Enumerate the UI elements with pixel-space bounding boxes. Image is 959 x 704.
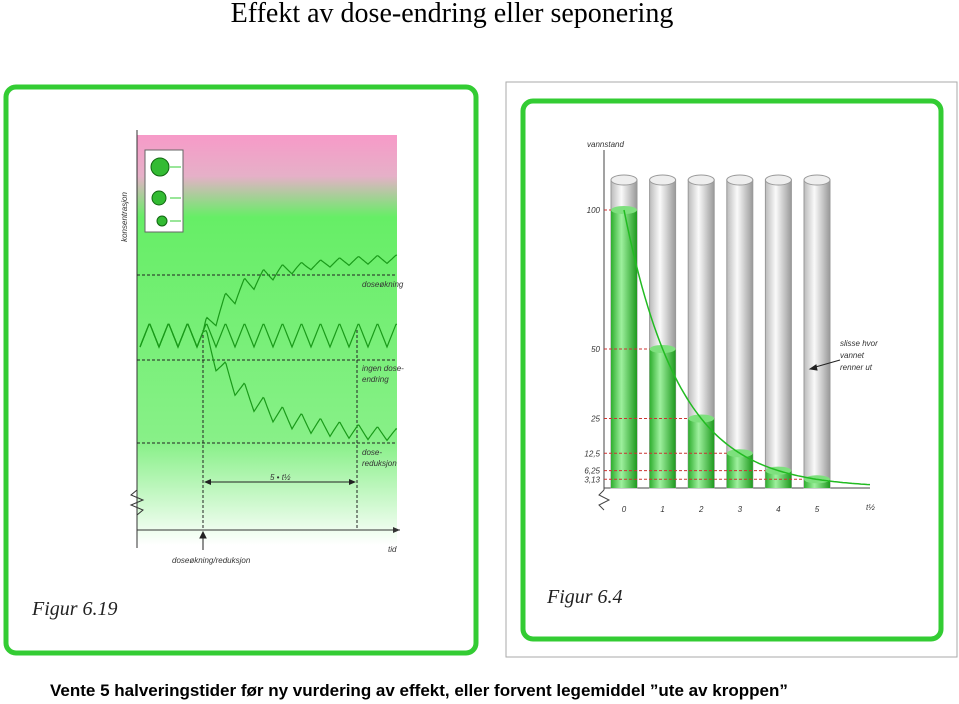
left-frame bbox=[3, 84, 479, 656]
x-tick-label: 2 bbox=[698, 505, 704, 514]
right-frame bbox=[520, 98, 944, 642]
curve-down bbox=[139, 323, 398, 442]
annotation: slisse hvor bbox=[840, 339, 878, 348]
y-tick-label: 50 bbox=[591, 345, 600, 354]
x-arrow bbox=[393, 527, 400, 533]
left-figure: konsentrasjon tid 5 • t½ doseøkning/reduksj… bbox=[31, 130, 404, 620]
x-label: tid bbox=[388, 545, 397, 554]
caption: Figur 6.4 bbox=[546, 586, 623, 608]
event-label: doseøkning/reduksjon bbox=[172, 556, 251, 565]
cylinder-top bbox=[764, 174, 792, 186]
annotation: dose- bbox=[362, 448, 382, 457]
cylinder-top bbox=[803, 174, 831, 186]
interval-label: 5 • t½ bbox=[270, 473, 291, 482]
legend-icon bbox=[156, 215, 168, 227]
cylinder-top bbox=[610, 174, 638, 186]
decay-curve bbox=[623, 209, 871, 486]
annotation: endring bbox=[362, 375, 389, 384]
cylinder bbox=[726, 179, 754, 489]
x-tick-label: 0 bbox=[622, 505, 627, 514]
y-tick-label: 3,13 bbox=[584, 475, 600, 484]
y-label: konsentrasjon bbox=[120, 192, 129, 242]
y-tick-label: 6,25 bbox=[584, 467, 600, 476]
cylinder bbox=[803, 179, 831, 489]
x-tick-label: 4 bbox=[776, 505, 781, 514]
right-figure: vannstand t½ 0 1 2 3 4 5 100 50 25 12,5 6,253,13 slis… bbox=[546, 140, 878, 608]
annotation: renner ut bbox=[840, 363, 873, 372]
y-tick-label: 25 bbox=[590, 415, 600, 424]
legend-icon bbox=[151, 190, 167, 206]
right-border bbox=[505, 81, 958, 658]
y-tick-label: 12,5 bbox=[584, 449, 600, 458]
annotation: vannet bbox=[840, 351, 865, 360]
x-tick-label: 1 bbox=[660, 505, 664, 514]
water bbox=[804, 479, 830, 488]
y-label: vannstand bbox=[587, 140, 624, 149]
cylinder bbox=[764, 179, 792, 489]
x-tick-label: 5 bbox=[815, 505, 820, 514]
axis-break bbox=[129, 489, 145, 516]
legend-icon bbox=[150, 157, 170, 177]
cylinder-top bbox=[649, 174, 677, 186]
x-tick-label: 3 bbox=[738, 505, 743, 514]
water bbox=[765, 470, 792, 488]
x-label: t½ bbox=[866, 503, 875, 512]
annotation: ingen dose- bbox=[362, 364, 404, 373]
cylinder-top bbox=[687, 174, 715, 186]
axis-break bbox=[598, 489, 611, 511]
annotation-arrow bbox=[808, 359, 841, 371]
caption: Figur 6.19 bbox=[31, 598, 118, 620]
footer: Vente 5 halveringstider før ny vurdering… bbox=[50, 681, 788, 700]
event-arrow bbox=[199, 530, 207, 550]
annotation: doseøkning bbox=[362, 280, 404, 289]
cylinder-top bbox=[726, 174, 754, 186]
annotation: reduksjon bbox=[362, 459, 397, 468]
y-tick-label: 100 bbox=[587, 206, 601, 215]
title: Effekt av dose-endring eller seponering bbox=[231, 0, 674, 29]
